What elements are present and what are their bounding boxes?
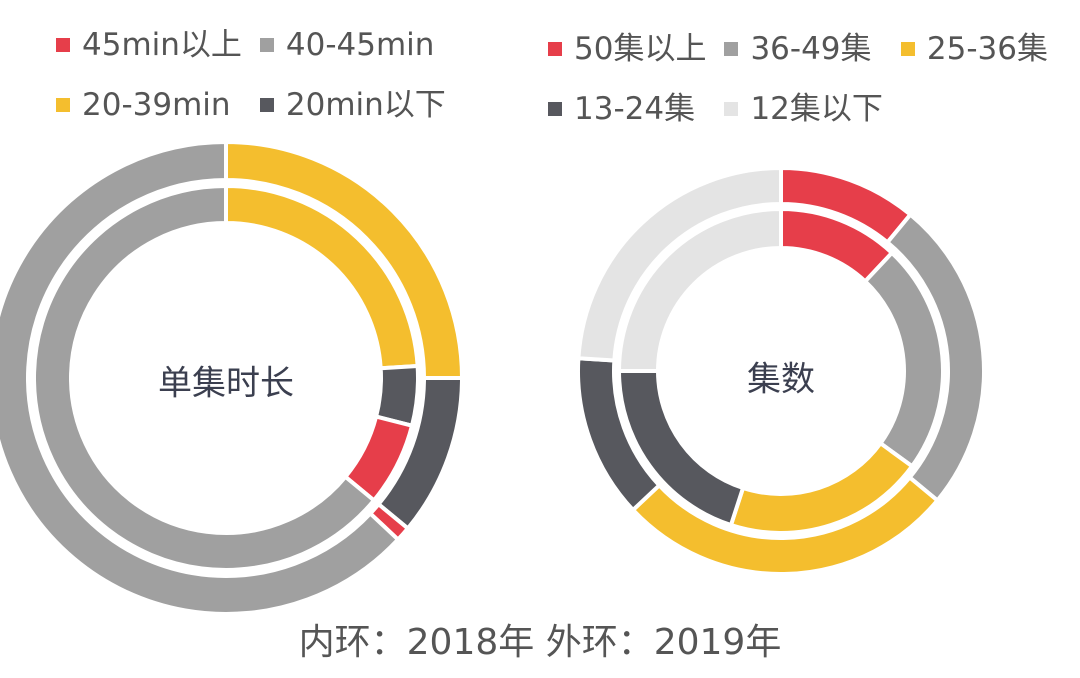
legend-item: 20-39min (56, 84, 242, 126)
legend-swatch (56, 98, 70, 112)
legend-label: 40-45min (285, 27, 435, 63)
legend-swatch (56, 38, 70, 52)
legend-item: 25-36集 (900, 28, 1048, 70)
legend-item: 20min以下 (259, 84, 446, 126)
legend-item: 12集以下 (724, 88, 883, 130)
legend-duration: 45min以上 40-45min 20-39min 20min以下 (56, 24, 446, 126)
legend-label: 12集以下 (750, 91, 883, 127)
legend-item: 40-45min (259, 24, 446, 66)
donut-center-label: 集数 (747, 360, 815, 400)
legend-label: 20min以下 (285, 87, 446, 123)
footnote: 内环：2018年 外环：2019年 (298, 622, 782, 663)
legend-swatch (259, 98, 274, 112)
donut-duration (0, 139, 465, 616)
legend-swatch (900, 42, 915, 56)
legend-label: 25-36集 (926, 31, 1048, 67)
legend-swatch (724, 102, 739, 116)
legend-item: 50集以上 (548, 28, 706, 70)
legend-swatch (724, 42, 739, 56)
legend-label: 45min以上 (82, 27, 242, 63)
legend-label: 36-49集 (750, 31, 872, 67)
donut-episodes (576, 165, 986, 576)
legend-label: 50集以上 (574, 31, 707, 67)
legend-label: 20-39min (82, 87, 231, 123)
legend-episodes: 50集以上 36-49集 25-36集 13-24集 12集以下 (548, 28, 1048, 130)
legend-swatch (548, 102, 562, 116)
donut-segment-outer (576, 165, 783, 363)
legend-swatch (259, 38, 274, 52)
donut-segment-outer (0, 139, 401, 616)
legend-item: 45min以上 (56, 24, 242, 66)
legend-item: 36-49集 (724, 28, 882, 70)
legend-swatch (548, 42, 562, 56)
legend-item: 13-24集 (548, 88, 706, 130)
legend-label: 13-24集 (574, 91, 696, 127)
donut-segment-inner (32, 183, 377, 572)
donut-segment-inner (616, 206, 783, 373)
donut-center-label: 单集时长 (158, 364, 294, 404)
